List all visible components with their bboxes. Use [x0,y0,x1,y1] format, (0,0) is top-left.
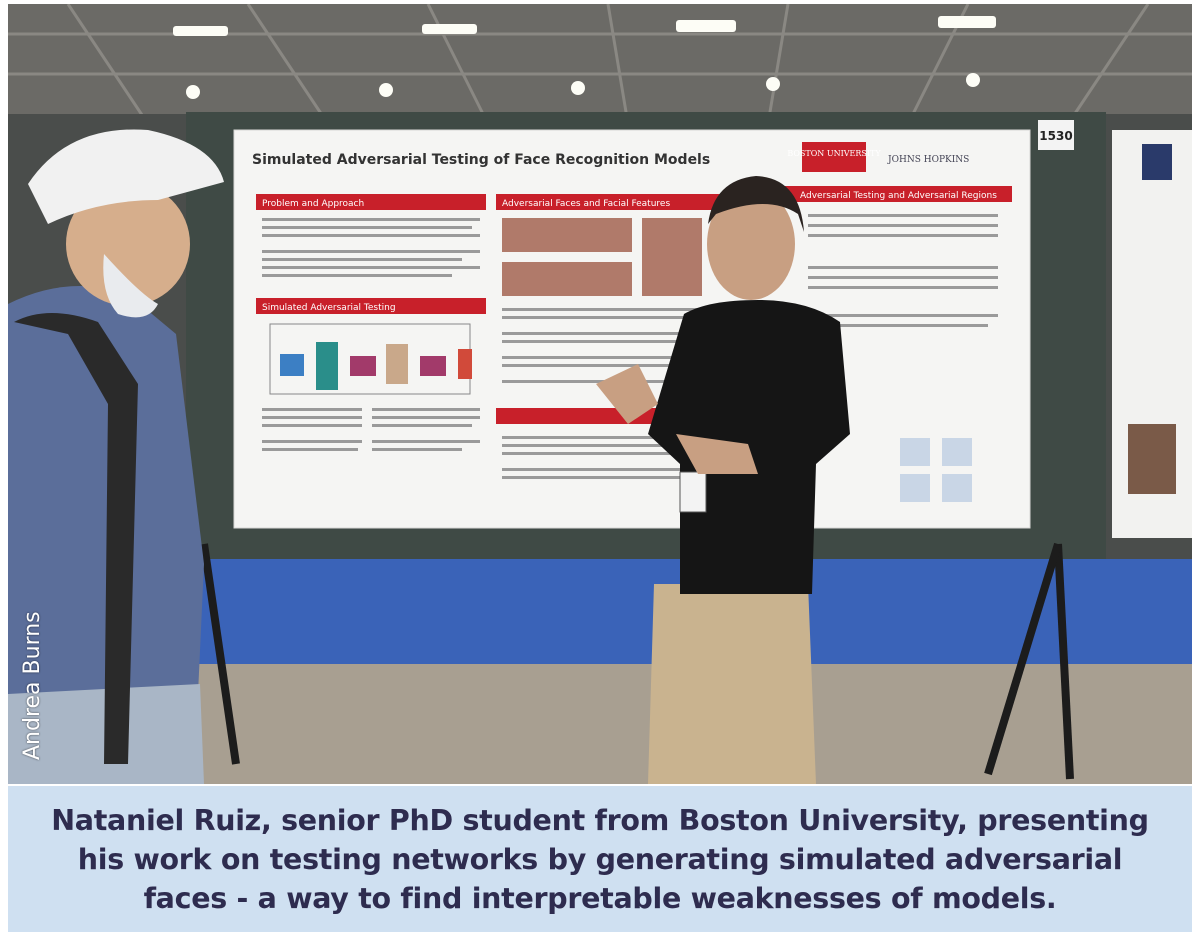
section-heading: Simulated Adversarial Testing [262,303,396,313]
section-heading: Problem and Approach [262,199,364,209]
attendee [8,129,224,784]
poster: Simulated Adversarial Testing of Face Re… [233,129,1031,529]
presenter [596,176,850,784]
jhu-logo-text: JOHNS HOPKINS [887,155,969,165]
conference-photo: Simulated Adversarial Testing of Face Re… [8,4,1192,784]
poster-number-tag [1038,120,1074,150]
section-heading: Adversarial Faces and Facial Features [502,199,670,209]
section-heading: Adversarial Testing and Adversarial Regi… [800,191,997,201]
photo-credit-text: Andrea Burns [20,611,45,760]
caption-line: his work on testing networks by generati… [77,842,1123,876]
easel-legs [200,542,1074,780]
caption: Nataniel Ruiz, senior PhD student from B… [51,801,1149,918]
caption-line: Nataniel Ruiz, senior PhD student from B… [51,803,1149,837]
photo-illustration: Simulated Adversarial Testing of Face Re… [8,4,1192,784]
bu-logo-text: BOSTON UNIVERSITY [787,149,881,158]
ceiling-lights [173,16,996,99]
caption-line: faces - a way to find interpretable weak… [143,881,1057,915]
ceiling [8,4,1192,124]
poster-title: Simulated Adversarial Testing of Face Re… [252,152,710,168]
poster-number: 1530 [1039,129,1072,143]
caption-box: Nataniel Ruiz, senior PhD student from B… [8,786,1192,932]
bu-logo [802,142,866,172]
